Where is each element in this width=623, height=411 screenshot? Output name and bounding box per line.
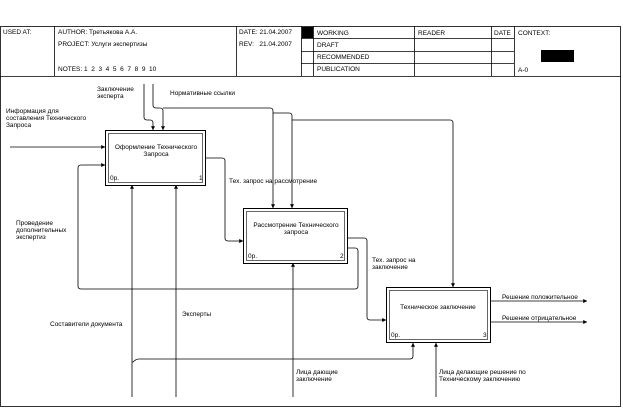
- box2-number: 2: [340, 253, 344, 260]
- box3-number: 3: [483, 332, 487, 339]
- notes-field: NOTES: 1 2 3 4 5 6 7 8 9 10: [58, 66, 157, 73]
- date-field: DATE: 21.04.2007: [239, 29, 292, 36]
- author-field: AUTHOR: Третьякова А.А.: [58, 29, 138, 36]
- node-ref: A-0: [518, 67, 529, 74]
- arrow-control-expert-opinion[interactable]: [143, 84, 155, 131]
- arrow-mech-authors-to-box3[interactable]: [132, 342, 415, 363]
- box3[interactable]: [386, 287, 491, 343]
- box1-number: 1: [199, 175, 203, 182]
- box2-title: Рассмотрение Технического запроса: [253, 222, 339, 236]
- box1-title: Оформление Технического Запроса: [114, 144, 198, 158]
- arrow-control-normative[interactable]: [152, 84, 165, 131]
- context-thumbnail: [541, 50, 574, 62]
- label-out-positive: Решение положительное: [502, 294, 578, 301]
- reader-date-label: DATE: [494, 30, 511, 37]
- label-control-normative: Нормативные ссылки: [170, 90, 236, 97]
- label-mech-decision-makers: Лица делающие решение по Техническому за…: [439, 369, 526, 383]
- working-status-marker: [302, 27, 313, 38]
- box1-cost: 0р.: [110, 175, 120, 182]
- label-tz-for-review: Тех. запрос на рассмотрение: [229, 178, 318, 185]
- box2[interactable]: [243, 208, 348, 264]
- used-at-label: USED AT:: [3, 29, 32, 36]
- status-publication: PUBLICATION: [317, 66, 360, 73]
- label-mech-experts: Эксперты: [182, 311, 212, 318]
- status-recommended: RECOMMENDED: [317, 54, 370, 61]
- frame-border: [0, 26, 621, 407]
- arrow-normative-branch-box2[interactable]: [273, 112, 294, 209]
- context-label: CONTEXT:: [518, 30, 551, 37]
- rev-field: REV: 21.04.2007: [239, 41, 292, 48]
- arrow-tz-for-review[interactable]: [205, 157, 244, 243]
- label-control-expert-opinion: Заключение эксперта: [97, 86, 134, 100]
- label-extra-expertise: Проведение дополнительных экспертиз: [16, 220, 67, 241]
- label-tz-for-conclusion: Тех. запрос на заключение: [372, 257, 416, 271]
- project-field: PROJECT: Услуги экспертизы: [58, 41, 148, 48]
- label-out-negative: Решение отрицательное: [502, 315, 577, 322]
- box2-cost: 0р.: [248, 253, 258, 260]
- box1[interactable]: [105, 130, 206, 186]
- box3-cost: 0р.: [391, 332, 401, 339]
- label-mech-authors: Составители документа: [50, 321, 123, 328]
- arrow-normative-to-box2[interactable]: [163, 107, 275, 209]
- arrow-extra-expertise[interactable]: [77, 163, 359, 290]
- status-draft: DRAFT: [317, 42, 339, 49]
- box3-title: Техническое заключение: [400, 304, 476, 311]
- label-input-info: Информация для составления Технического …: [6, 108, 87, 129]
- reader-label: READER: [418, 30, 446, 37]
- arrow-normative-to-box3[interactable]: [292, 119, 455, 288]
- arrow-tz-for-conclusion[interactable]: [347, 237, 387, 322]
- status-working: WORKING: [317, 30, 349, 37]
- label-mech-conclusion-givers: Лица дающие заключение: [296, 369, 338, 383]
